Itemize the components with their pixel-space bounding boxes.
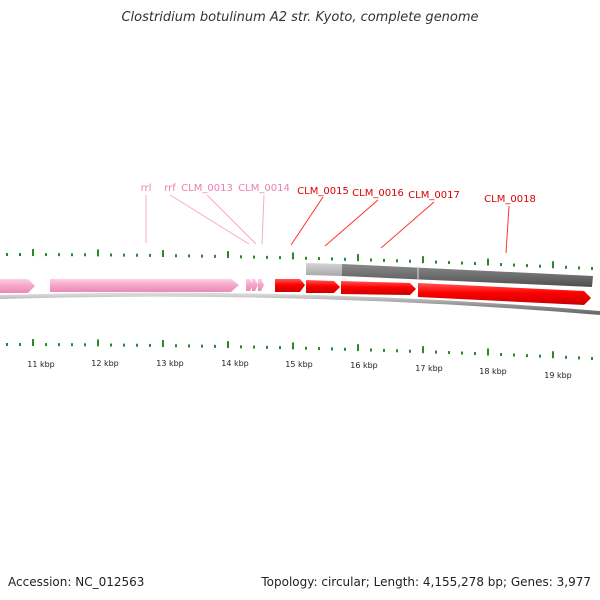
scale-label-18-kbp: 18 kbp (479, 367, 507, 376)
leader-line (169, 194, 250, 245)
gene-arrow-rrf (246, 279, 253, 291)
gene-label-clm-0017: CLM_0017 (408, 190, 460, 201)
leader-line (380, 201, 435, 249)
gene-label-rrf: rrf (164, 183, 176, 194)
scale-label-12-kbp: 12 kbp (91, 359, 119, 368)
gene-label-clm-0013: CLM_0013 (181, 183, 233, 194)
gene-label-clm-0015: CLM_0015 (297, 186, 349, 197)
genome-summary-text: Topology: circular; Length: 4,155,278 bp… (261, 575, 591, 589)
leader-line (505, 205, 510, 254)
gene-arrow-clm-0015 (275, 279, 305, 292)
leader-line (261, 194, 265, 245)
leader-line (290, 196, 324, 246)
gene-arrow-clm-0014 (258, 279, 264, 291)
label-leader-lines (145, 194, 510, 254)
scale-label-19-kbp: 19 kbp (544, 371, 572, 380)
bottom-tick-marks (6, 339, 593, 361)
gene-label-rrl: rrl (141, 183, 152, 194)
scale-label-15-kbp: 15 kbp (285, 360, 313, 369)
gene-arrow-clm-0017 (341, 281, 416, 295)
gene-label-clm-0016: CLM_0016 (352, 188, 404, 199)
gene-arrow-rrl (50, 279, 239, 292)
gene-arrow-clm-0018 (418, 283, 591, 305)
scale-label-16-kbp: 16 kbp (350, 361, 378, 370)
gene-arrow-clm-0016 (306, 280, 340, 293)
gene-label-clm-0014: CLM_0014 (238, 183, 290, 194)
genome-title: Clostridium botulinum A2 str. Kyoto, com… (121, 10, 479, 25)
gc-content-dark-segment (342, 264, 593, 287)
top-tick-marks (6, 249, 593, 271)
gene-label-clm-0018: CLM_0018 (484, 194, 536, 205)
accession-text: Accession: NC_012563 (8, 575, 145, 589)
gene-arrow-clm-0013 (252, 279, 258, 291)
scale-label-17-kbp: 17 kbp (415, 364, 443, 373)
gc-content-light-segment (306, 263, 342, 276)
scale-label-13-kbp: 13 kbp (156, 359, 184, 368)
genome-backbone (0, 292, 600, 315)
scale-label-11-kbp: 11 kbp (27, 360, 55, 369)
leader-line (206, 194, 257, 245)
gene-arrow-rna (0, 279, 35, 293)
scale-label-14-kbp: 14 kbp (221, 359, 249, 368)
leader-line (324, 199, 379, 247)
